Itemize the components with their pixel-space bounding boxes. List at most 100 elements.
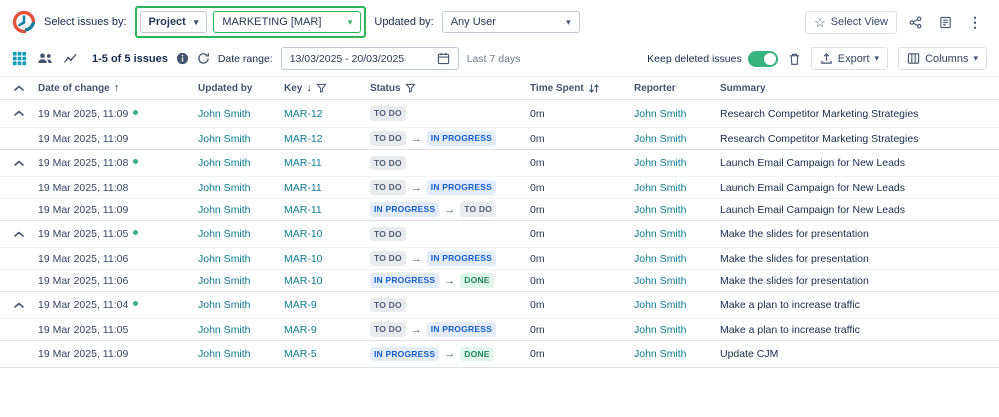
updated-by-link[interactable]: John Smith (198, 132, 251, 145)
date-of-change: 19 Mar 2025, 11:08 (38, 181, 129, 194)
status-cell: TO DO (370, 155, 530, 171)
updated-by-link[interactable]: John Smith (198, 107, 251, 120)
updated-by-cell: John Smith (198, 133, 284, 145)
header-reporter[interactable]: Reporter (634, 82, 676, 94)
updated-by-cell: John Smith (198, 182, 284, 194)
date-range-label: Date range: (217, 52, 273, 65)
more-options-button[interactable]: ⋮ (963, 10, 987, 34)
key-cell: MAR-10 (284, 275, 370, 287)
date-of-change: 19 Mar 2025, 11:06 (38, 274, 129, 287)
share-icon (909, 16, 921, 28)
updated-by-link[interactable]: John Smith (198, 252, 251, 265)
reporter-link[interactable]: John Smith (634, 252, 687, 265)
info-button[interactable] (176, 52, 189, 65)
header-key[interactable]: Key ↓ (284, 82, 370, 94)
issue-key-link[interactable]: MAR-10 (284, 274, 323, 287)
reporter-link[interactable]: John Smith (634, 203, 687, 216)
collapse-group-button[interactable] (0, 231, 38, 238)
issue-key-link[interactable]: MAR-12 (284, 107, 323, 120)
collapse-group-button[interactable] (0, 160, 38, 167)
table-row: 19 Mar 2025, 11:09 John Smith MAR-11 IN PRO… (0, 198, 999, 220)
updated-by-link[interactable]: John Smith (198, 203, 251, 216)
reporter-link[interactable]: John Smith (634, 157, 687, 169)
new-change-dot (133, 301, 139, 306)
issue-key-link[interactable]: MAR-11 (284, 181, 322, 194)
key-cell: MAR-12 (284, 133, 370, 145)
table-view-button[interactable] (12, 51, 27, 66)
quick-range-label[interactable]: Last 7 days (466, 52, 521, 65)
updated-by-cell: John Smith (198, 157, 284, 169)
issue-key-link[interactable]: MAR-10 (284, 228, 323, 240)
reporter-cell: John Smith (634, 133, 720, 145)
header-date-of-change[interactable]: Date of change ↑ (38, 82, 120, 94)
issue-key-link[interactable]: MAR-12 (284, 132, 323, 145)
time-spent-cell: 0m (530, 348, 545, 360)
table-row: 19 Mar 2025, 11:04 John Smith MAR-9 TO DO 0m… (0, 291, 999, 318)
date-range-input[interactable]: 13/03/2025 - 20/03/2025 (280, 47, 459, 70)
summary-cell: Make the slides for presentation (720, 228, 869, 240)
columns-button[interactable]: Columns ▾ (898, 47, 987, 70)
date-range-value: 13/03/2025 - 20/03/2025 (289, 52, 405, 65)
key-cell: MAR-9 (284, 299, 370, 311)
reporter-cell: John Smith (634, 253, 720, 265)
updated-by-cell: John Smith (198, 228, 284, 240)
updated-by-link[interactable]: John Smith (198, 274, 251, 287)
select-view-button[interactable]: ☆ Select View (805, 10, 897, 34)
date-of-change: 19 Mar 2025, 11:05 (38, 323, 129, 336)
status-badge: TO DO (370, 155, 406, 171)
header-updated-by[interactable]: Updated by (198, 82, 253, 94)
updated-by-link[interactable]: John Smith (198, 323, 251, 336)
status-transition-arrow: → (410, 323, 422, 336)
reporter-link[interactable]: John Smith (634, 348, 687, 360)
chevron-down-icon: ▾ (973, 53, 978, 63)
project-dropdown[interactable]: MARKETING [MAR] ▾ (213, 11, 362, 33)
status-badge: DONE (460, 346, 494, 362)
key-cell: MAR-5 (284, 348, 370, 360)
documentation-button[interactable] (933, 10, 957, 34)
summary-cell: Launch Email Campaign for New Leads (720, 157, 906, 169)
filter-type-dropdown[interactable]: Project ▾ (139, 11, 208, 33)
users-view-button[interactable] (37, 52, 53, 65)
issue-key-link[interactable]: MAR-11 (284, 157, 322, 169)
updated-by-link[interactable]: John Smith (198, 228, 251, 240)
chart-view-button[interactable] (63, 52, 78, 65)
reporter-link[interactable]: John Smith (634, 132, 687, 145)
export-button[interactable]: Export ▾ (810, 47, 889, 70)
table-row: 19 Mar 2025, 11:09 John Smith MAR-12 TO DO 0… (0, 100, 999, 127)
filter-type-value: Project (148, 16, 186, 28)
reporter-cell: John Smith (634, 275, 720, 287)
summary-cell: Make a plan to increase traffic (720, 299, 860, 311)
issue-key-link[interactable]: MAR-10 (284, 252, 323, 265)
collapse-all-button[interactable] (0, 85, 38, 92)
status-badge: TO DO (370, 131, 406, 146)
filter-icon (404, 83, 416, 93)
delete-button[interactable] (788, 52, 801, 66)
reporter-link[interactable]: John Smith (634, 107, 687, 120)
top-bar: Select issues by: Project ▾ MARKETING [M… (0, 0, 999, 43)
refresh-button[interactable] (197, 52, 210, 65)
issue-key-link[interactable]: MAR-5 (284, 348, 317, 360)
header-status[interactable]: Status (370, 83, 530, 94)
reporter-cell: John Smith (634, 348, 720, 360)
issue-key-link[interactable]: MAR-11 (284, 203, 322, 216)
collapse-group-button[interactable] (0, 302, 38, 309)
header-summary[interactable]: Summary (720, 82, 766, 94)
reporter-link[interactable]: John Smith (634, 299, 687, 311)
reporter-link[interactable]: John Smith (634, 181, 687, 194)
keep-deleted-toggle[interactable] (747, 50, 778, 67)
updated-by-link[interactable]: John Smith (198, 348, 251, 360)
collapse-group-button[interactable] (0, 110, 38, 117)
reporter-link[interactable]: John Smith (634, 323, 687, 336)
issue-key-link[interactable]: MAR-9 (284, 299, 317, 311)
updated-by-dropdown[interactable]: Any User ▾ (441, 11, 580, 33)
updated-by-link[interactable]: John Smith (198, 299, 251, 311)
date-of-change: 19 Mar 2025, 11:05 (38, 228, 198, 240)
share-button[interactable] (903, 10, 927, 34)
status-badge: IN PROGRESS (370, 273, 440, 288)
reporter-link[interactable]: John Smith (634, 274, 687, 287)
issue-key-link[interactable]: MAR-9 (284, 323, 317, 336)
reporter-link[interactable]: John Smith (634, 228, 687, 240)
updated-by-link[interactable]: John Smith (198, 181, 251, 194)
header-time-spent[interactable]: Time Spent (530, 83, 634, 94)
updated-by-link[interactable]: John Smith (198, 157, 251, 169)
